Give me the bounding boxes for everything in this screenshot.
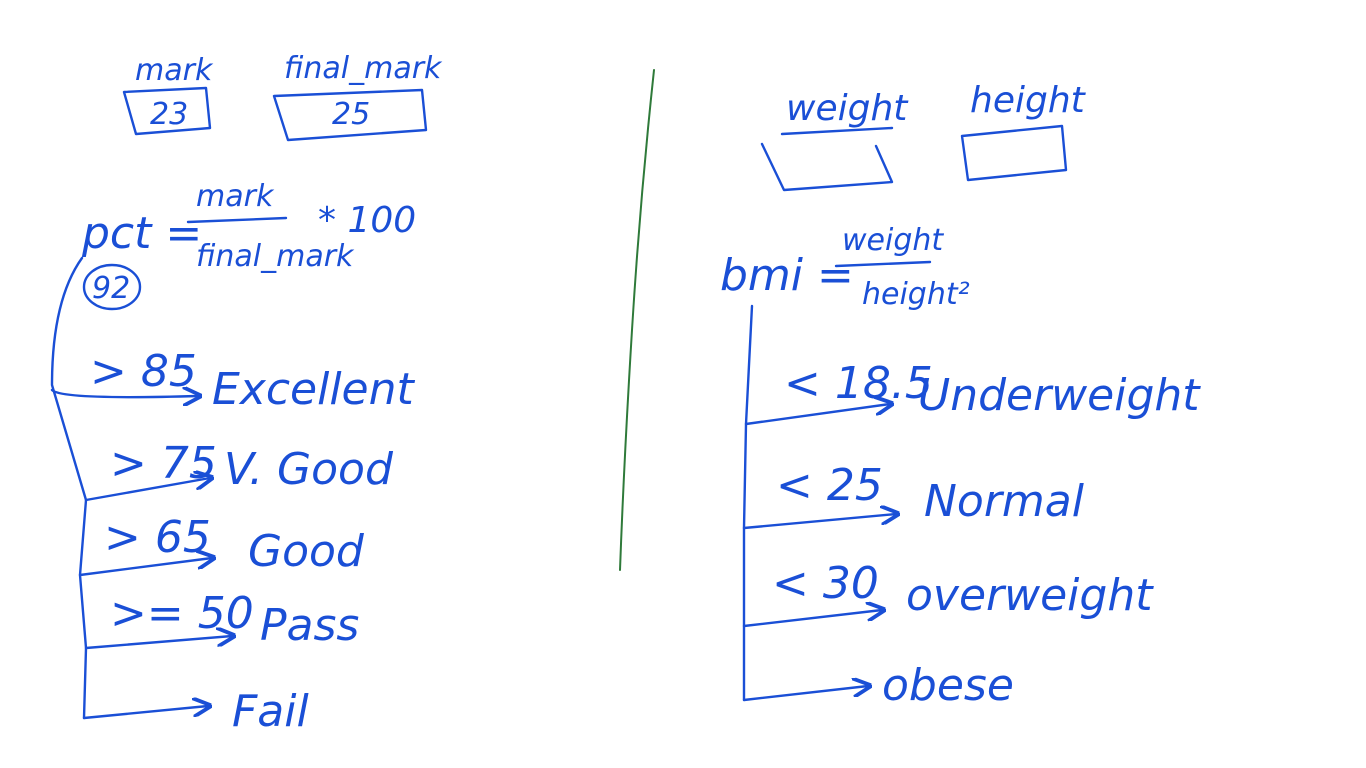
bmi-condition-1: < 18.5 <box>784 358 933 409</box>
bmi-outcome-2: Normal <box>924 476 1085 527</box>
grade-condition-3: > 65 <box>104 512 211 563</box>
var-mark-box <box>122 86 212 136</box>
grade-branch-arrow-2 <box>84 478 210 502</box>
grade-condition-2: > 75 <box>110 438 217 489</box>
pct-fraction-bar <box>186 216 288 224</box>
grade-branch-arrow-4 <box>84 636 232 650</box>
bmi-branch-trunk <box>742 304 754 702</box>
var-final-mark-label: final_mark <box>284 51 443 86</box>
bmi-condition-3: < 30 <box>772 558 879 609</box>
var-weight-label: weight <box>786 88 909 129</box>
pct-result-value: 92 <box>92 271 130 306</box>
grade-condition-4: >= 50 <box>110 588 254 639</box>
var-weight-underline <box>780 126 894 136</box>
bmi-branch-arrow-3 <box>742 610 882 628</box>
bmi-fraction-bar <box>834 260 932 268</box>
bmi-formula-numerator: weight <box>842 223 944 258</box>
pct-formula-numerator: mark <box>196 179 275 214</box>
bmi-formula-lhs: bmi = <box>720 250 854 301</box>
right-section: weight height bmi = weight height² < 18.… <box>720 80 1201 711</box>
var-mark-label: mark <box>135 53 214 88</box>
grade-outcome-1: Excellent <box>212 364 416 415</box>
left-section: mark 23 final_mark 25 pct = mark final_m… <box>50 51 443 737</box>
grade-branch-arrow-5 <box>82 706 208 720</box>
bmi-branch-arrow-1 <box>744 404 890 426</box>
var-weight-box <box>760 142 894 192</box>
pct-formula-denominator: final_mark <box>196 239 355 274</box>
bmi-condition-2: < 25 <box>776 460 883 511</box>
bmi-outcome-1: Underweight <box>918 370 1201 421</box>
bmi-formula-denominator: height² <box>862 277 970 312</box>
grade-outcome-2: V. Good <box>224 444 394 495</box>
pct-result-circle <box>82 263 142 311</box>
grade-outcome-5: Fail <box>232 686 309 737</box>
var-height-label: height <box>970 80 1087 121</box>
bmi-outcome-4: obese <box>882 660 1014 711</box>
var-height-box <box>960 124 1068 182</box>
grade-branch-arrow-1 <box>50 390 198 397</box>
bmi-branch-arrow-2 <box>742 514 896 530</box>
grade-outcome-3: Good <box>248 526 365 577</box>
pct-formula-lhs: pct = <box>81 208 202 259</box>
grade-branch-trunk <box>50 256 88 720</box>
bmi-outcome-3: overweight <box>906 570 1154 621</box>
bmi-branch-arrow-4 <box>742 686 868 702</box>
section-divider <box>619 69 655 571</box>
var-final-mark-box <box>272 88 428 142</box>
grade-condition-1: > 85 <box>90 346 197 397</box>
grade-branch-arrow-3 <box>78 558 212 577</box>
var-final-mark-value: 25 <box>332 97 370 132</box>
var-mark-value: 23 <box>150 97 188 132</box>
grade-outcome-4: Pass <box>260 600 359 651</box>
pct-formula-multiplier: * 100 <box>318 200 416 241</box>
